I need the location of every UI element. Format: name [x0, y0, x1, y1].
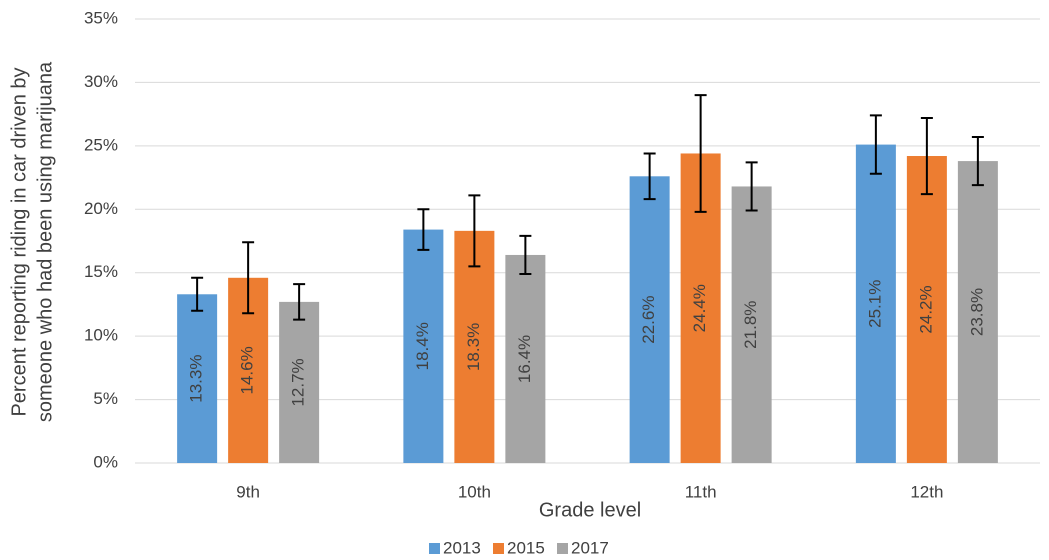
data-label: 14.6% — [238, 346, 257, 394]
y-tick-label: 20% — [84, 199, 118, 218]
data-label: 16.4% — [515, 335, 534, 383]
data-label: 21.8% — [741, 301, 760, 349]
legend-label: 2015 — [507, 538, 545, 557]
error-bar — [191, 276, 204, 312]
error-bar — [643, 152, 656, 201]
error-bar — [417, 208, 430, 251]
error-bar — [242, 241, 255, 315]
data-label: 22.6% — [639, 296, 658, 344]
legend-swatch — [493, 543, 504, 554]
data-label: 24.4% — [690, 284, 709, 332]
y-tick-label: 15% — [84, 262, 118, 281]
y-tick-label: 0% — [93, 452, 118, 471]
y-axis-label: Percent reporting riding in car driven b… — [8, 67, 30, 416]
x-tick-label: 11th — [685, 482, 717, 501]
legend-swatch — [557, 543, 568, 554]
data-label: 18.4% — [413, 322, 432, 370]
legend-swatch — [429, 543, 440, 554]
error-bar — [519, 234, 532, 275]
bar — [177, 294, 218, 463]
data-label: 23.8% — [967, 288, 986, 336]
x-tick-label: 12th — [910, 482, 943, 501]
bar — [505, 254, 546, 463]
x-tick-label: 9th — [236, 482, 260, 501]
bar — [279, 301, 320, 463]
data-label: 18.3% — [464, 323, 483, 371]
error-bar — [694, 94, 707, 213]
error-bar — [745, 161, 758, 212]
error-bar — [869, 114, 882, 175]
y-axis-label: someone who had been using marijuana — [34, 61, 56, 422]
y-tick-label: 5% — [93, 389, 118, 408]
y-tick-label: 10% — [84, 326, 118, 345]
x-axis-label: Grade level — [539, 499, 641, 521]
legend-label: 2013 — [443, 538, 481, 557]
bar — [957, 161, 998, 463]
bar — [629, 176, 670, 463]
bar — [454, 230, 495, 463]
bar — [403, 229, 444, 463]
bar — [855, 144, 896, 464]
error-bar — [293, 283, 306, 321]
y-tick-label: 35% — [84, 8, 118, 27]
y-tick-label: 25% — [84, 135, 118, 154]
bar — [731, 186, 772, 464]
error-bar — [468, 194, 481, 268]
bar — [906, 156, 947, 463]
error-bar — [920, 116, 933, 196]
data-label: 24.2% — [916, 285, 935, 333]
y-tick-label: 30% — [84, 72, 118, 91]
data-label: 12.7% — [289, 358, 308, 406]
x-tick-label: 10th — [458, 482, 491, 501]
data-label: 13.3% — [187, 355, 206, 403]
error-bar — [971, 135, 984, 187]
data-label: 25.1% — [865, 280, 884, 328]
legend-label: 2017 — [571, 538, 609, 557]
